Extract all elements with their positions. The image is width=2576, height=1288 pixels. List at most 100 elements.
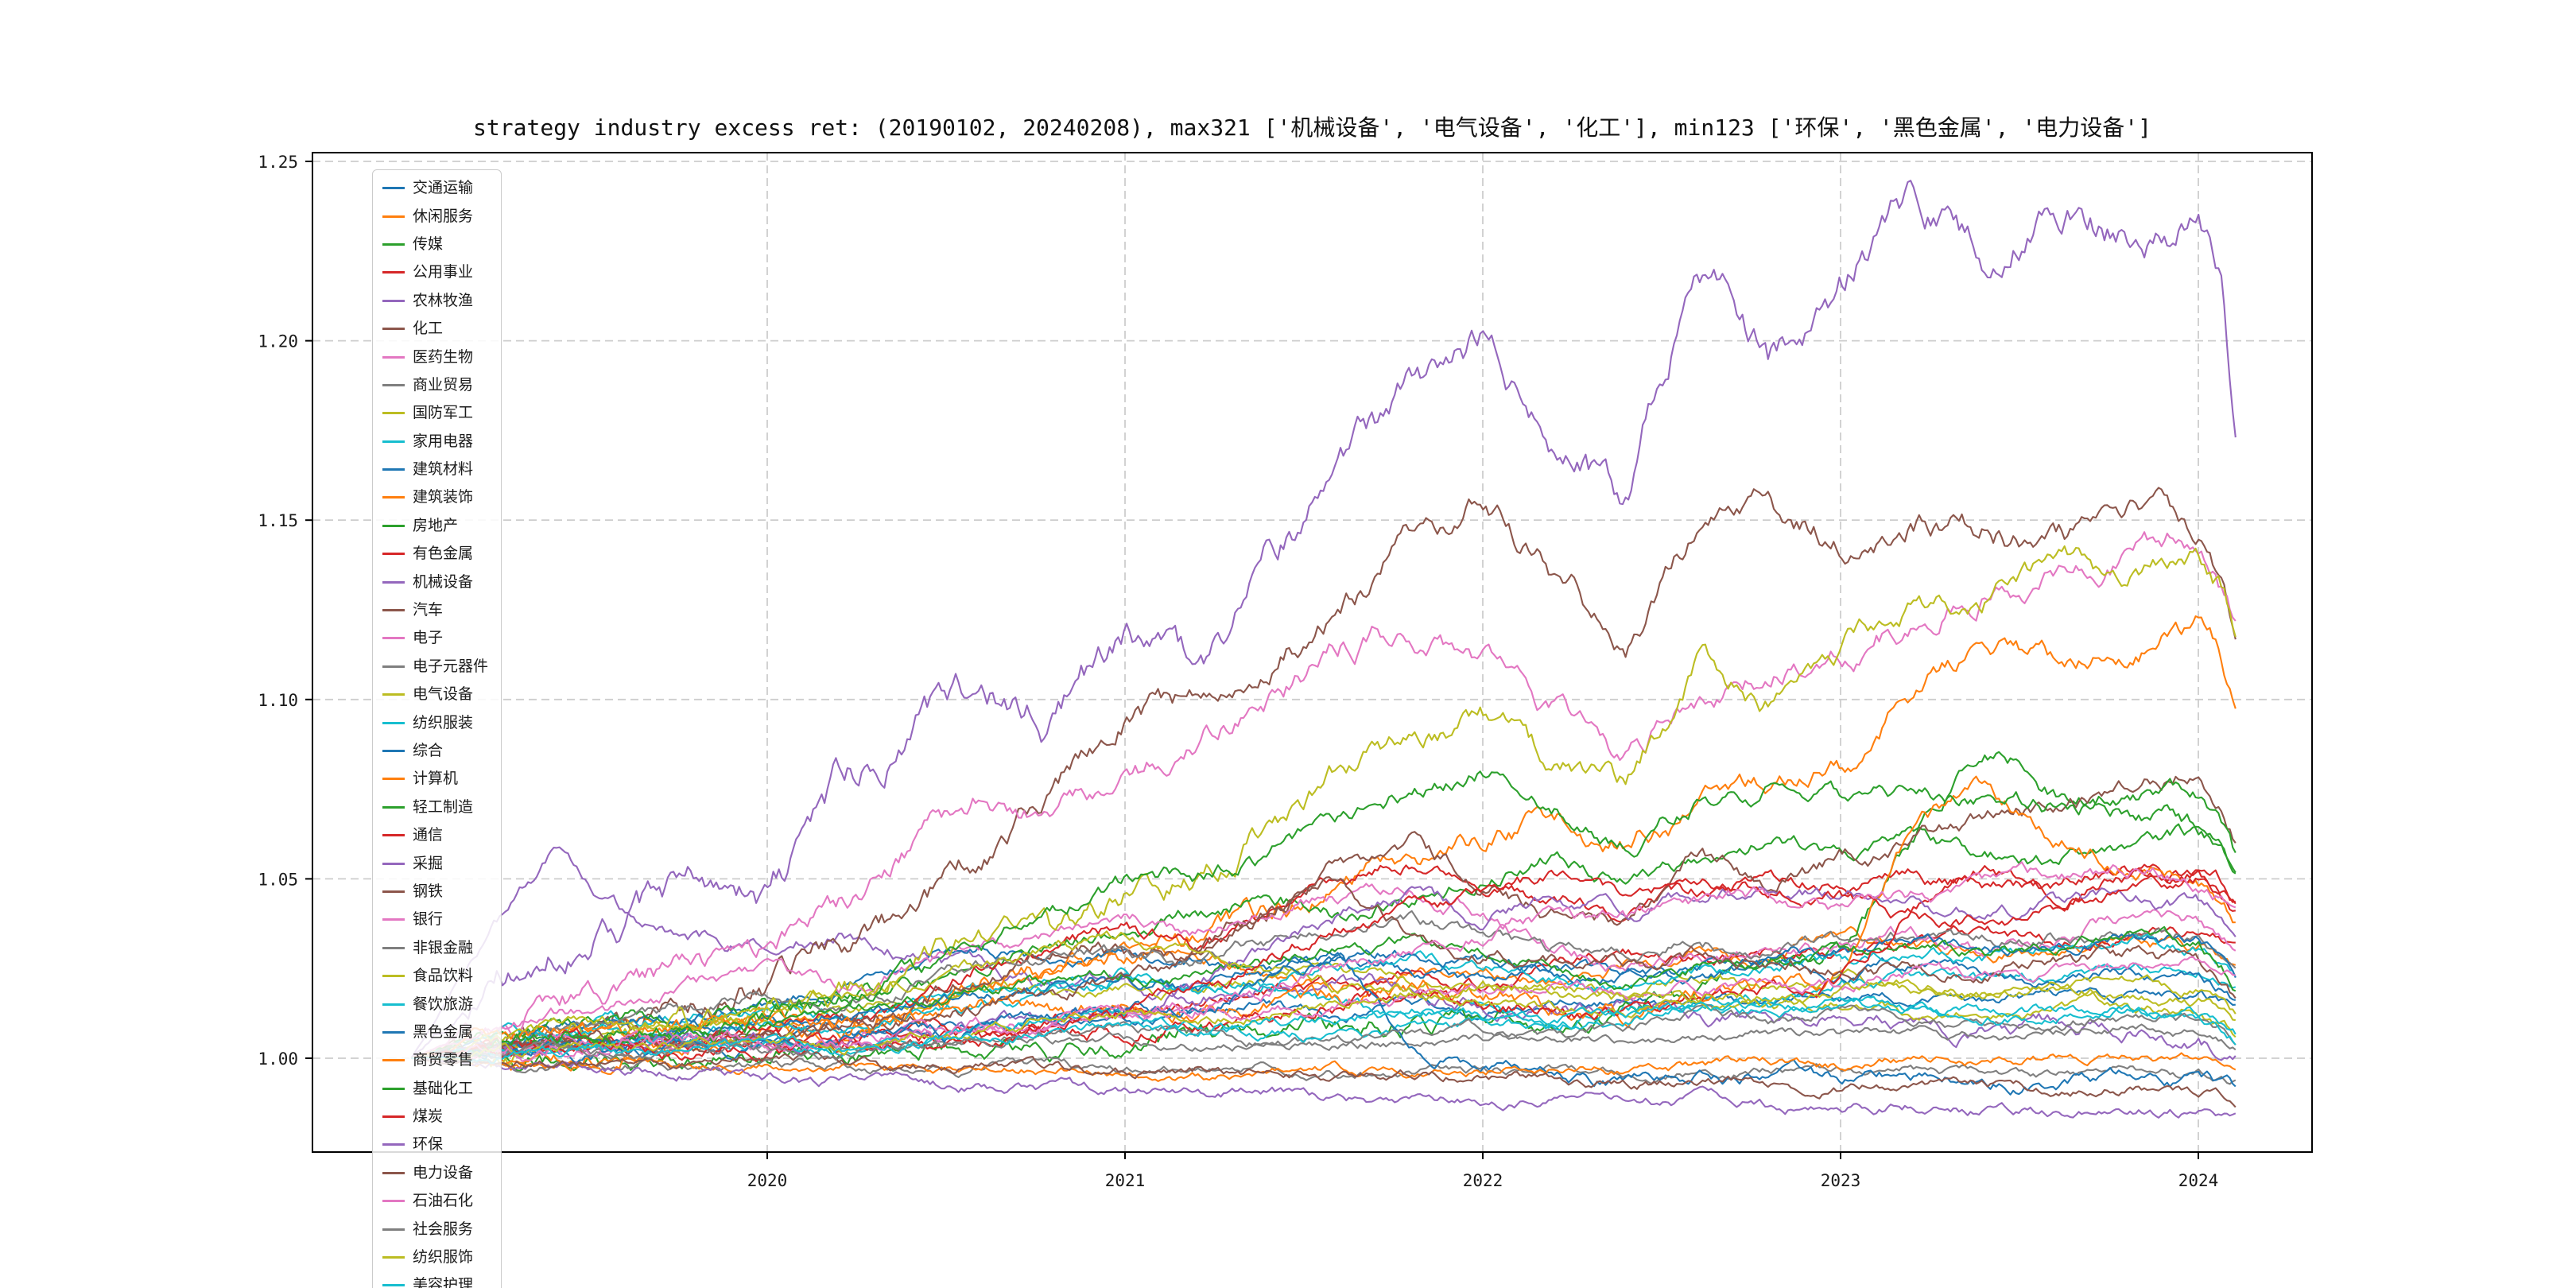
y-tick-label: 1.05 — [258, 870, 298, 889]
legend-item: 基础化工 — [382, 1075, 488, 1103]
legend-line-swatch — [382, 609, 405, 612]
legend-line-swatch — [382, 383, 405, 386]
legend-label: 社会服务 — [413, 1220, 474, 1238]
series-line — [410, 846, 2237, 1061]
series-line — [410, 487, 2237, 1060]
legend-line-swatch — [382, 946, 405, 949]
legend-item: 电子 — [382, 624, 488, 652]
legend-item: 建筑材料 — [382, 456, 488, 483]
grid — [312, 153, 2312, 1152]
series-line — [410, 775, 2236, 1059]
legend-line-swatch — [382, 1171, 405, 1174]
legend-label: 轻工制造 — [413, 798, 474, 816]
legend-label: 煤炭 — [413, 1108, 444, 1126]
legend-line-swatch — [382, 1030, 405, 1034]
legend-line-swatch — [382, 721, 405, 724]
y-tick-label: 1.25 — [258, 153, 298, 172]
series-line — [410, 925, 2237, 1059]
legend-label: 传媒 — [413, 235, 444, 253]
x-tick-label: 2024 — [2178, 1171, 2219, 1190]
legend-line-swatch — [382, 1003, 405, 1006]
legend-label: 医药生物 — [413, 348, 474, 366]
chart-legend: 交通运输 休闲服务 传媒 公用事业 农林牧渔 化工 医药生物 商业贸易 国防军工 家用电器 建筑材料… — [372, 169, 502, 1288]
legend-item: 银行 — [382, 906, 488, 933]
x-tick-label: 2020 — [747, 1171, 788, 1190]
legend-item: 房地产 — [382, 512, 488, 540]
legend-line-swatch — [382, 580, 405, 584]
legend-label: 电子元器件 — [413, 658, 489, 675]
legend-line-swatch — [382, 187, 405, 190]
legend-item: 休闲服务 — [382, 202, 488, 230]
legend-label: 综合 — [413, 743, 444, 759]
legend-item: 非银金融 — [382, 934, 488, 962]
legend-label: 纺织服装 — [413, 714, 474, 731]
series-line — [410, 823, 2237, 1060]
legend-label: 基础化工 — [413, 1080, 474, 1097]
series-line — [411, 974, 2237, 1061]
legend-item: 纺织服装 — [382, 708, 488, 736]
legend-label: 银行 — [413, 911, 444, 929]
legend-label: 家用电器 — [413, 433, 474, 450]
legend-item: 国防军工 — [382, 399, 488, 427]
series-line — [411, 1003, 2237, 1061]
axes-spines — [312, 152, 2313, 1153]
chart-title: strategy industry excess ret: (20190102,… — [473, 114, 2151, 141]
series-line — [411, 995, 2237, 1065]
legend-line-swatch — [382, 440, 405, 443]
legend-item: 家用电器 — [382, 428, 488, 456]
legend-item: 采掘 — [382, 849, 488, 877]
legend-item: 建筑装饰 — [382, 483, 488, 511]
legend-item: 商贸零售 — [382, 1046, 488, 1074]
series-line — [411, 1050, 2237, 1108]
legend-item: 化工 — [382, 315, 488, 343]
legend-label: 休闲服务 — [413, 208, 474, 225]
series-line — [410, 531, 2237, 1059]
legend-line-swatch — [382, 637, 405, 640]
legend-line-swatch — [382, 1143, 405, 1146]
series-line — [410, 180, 2237, 1059]
y-tick-label: 1.10 — [258, 691, 298, 710]
legend-label: 公用事业 — [413, 264, 474, 281]
legend-item: 电气设备 — [382, 681, 488, 708]
series-lines — [410, 180, 2237, 1119]
legend-item: 轻工制造 — [382, 793, 488, 821]
legend-item: 农林牧渔 — [382, 287, 488, 315]
legend-item: 综合 — [382, 737, 488, 765]
y-tick-label: 1.20 — [258, 332, 298, 351]
y-tick-label: 1.15 — [258, 511, 298, 530]
legend-line-swatch — [382, 242, 405, 246]
legend-line-swatch — [382, 1059, 405, 1062]
legend-item: 电子元器件 — [382, 653, 488, 681]
legend-item: 餐饮旅游 — [382, 990, 488, 1018]
legend-line-swatch — [382, 693, 405, 696]
ticks — [305, 161, 2199, 1159]
legend-label: 化工 — [413, 320, 444, 338]
legend-label: 电子 — [413, 630, 444, 647]
legend-item: 食品饮料 — [382, 962, 488, 990]
legend-label: 房地产 — [413, 517, 459, 534]
legend-label: 农林牧渔 — [413, 292, 474, 309]
legend-label: 环保 — [413, 1136, 444, 1154]
legend-item: 有色金属 — [382, 540, 488, 568]
legend-item: 公用事业 — [382, 258, 488, 286]
legend-label: 有色金属 — [413, 545, 474, 563]
legend-line-swatch — [382, 496, 405, 499]
legend-label: 交通运输 — [413, 180, 474, 197]
legend-line-swatch — [382, 271, 405, 274]
legend-item: 电力设备 — [382, 1159, 488, 1187]
legend-line-swatch — [382, 1284, 405, 1287]
legend-line-swatch — [382, 665, 405, 668]
legend-item: 钢铁 — [382, 878, 488, 906]
legend-item: 汽车 — [382, 596, 488, 624]
legend-item: 石油石化 — [382, 1187, 488, 1215]
legend-label: 通信 — [413, 827, 444, 844]
legend-label: 非银金融 — [413, 939, 474, 956]
legend-label: 汽车 — [413, 602, 444, 619]
legend-label: 纺织服饰 — [413, 1249, 474, 1267]
tick-labels: 2020 2021 2022 2023 2024 1.00 1.05 1.10 1.15 1.20… — [258, 153, 2218, 1190]
legend-label: 采掘 — [413, 855, 444, 872]
legend-item: 纺织服饰 — [382, 1243, 488, 1271]
x-tick-label: 2023 — [1821, 1171, 1861, 1190]
legend-line-swatch — [382, 862, 405, 865]
